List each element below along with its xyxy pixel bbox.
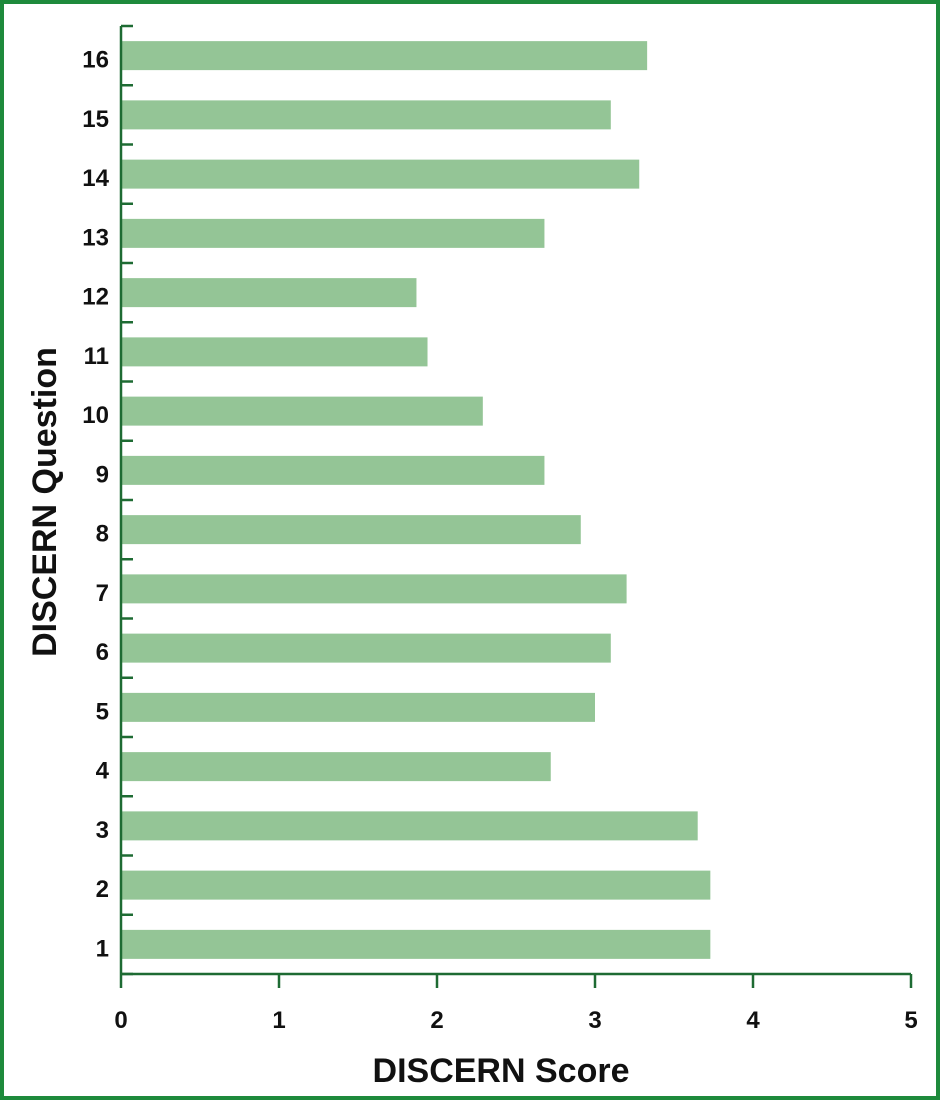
bar-question-13: [121, 218, 545, 248]
y-tick-label-2: 2: [96, 876, 109, 903]
bar-question-10: [121, 396, 483, 426]
y-tick-label-5: 5: [96, 698, 109, 725]
x-axis: 0 1 2 3 4 5: [114, 972, 918, 1034]
y-tick-label-6: 6: [96, 639, 109, 666]
x-axis-title: DISCERN Score: [373, 1052, 630, 1090]
x-tick-label-0: 0: [114, 1007, 127, 1034]
y-tick-label-11: 11: [84, 343, 109, 370]
bar-question-7: [121, 574, 627, 604]
bar-question-14: [121, 159, 640, 189]
x-tick-label-5: 5: [904, 1007, 917, 1034]
y-tick-label-12: 12: [82, 284, 109, 311]
y-tick-label-14: 14: [82, 165, 109, 192]
y-tick-label-4: 4: [96, 758, 110, 785]
y-tick-label-16: 16: [82, 47, 109, 74]
x-tick-label-2: 2: [430, 1007, 443, 1034]
x-tick-label-4: 4: [746, 1007, 760, 1034]
bar-question-2: [121, 870, 711, 900]
y-tick-label-10: 10: [82, 402, 109, 429]
y-tick-label-15: 15: [82, 106, 109, 133]
y-tick-label-13: 13: [82, 224, 109, 251]
bar-question-12: [121, 278, 417, 308]
bar-question-4: [121, 752, 551, 782]
x-tick-label-3: 3: [588, 1007, 601, 1034]
bar-question-16: [121, 41, 648, 71]
bar-question-6: [121, 633, 611, 663]
y-tick-label-9: 9: [96, 461, 109, 488]
y-tick-label-3: 3: [96, 817, 109, 844]
bar-question-8: [121, 515, 581, 545]
bar-question-3: [121, 811, 698, 841]
bar-question-11: [121, 337, 428, 367]
bars-group: [121, 41, 711, 959]
y-axis-title: DISCERN Question: [26, 347, 64, 657]
bar-question-9: [121, 455, 545, 485]
y-tick-label-8: 8: [96, 521, 109, 548]
y-tick-label-1: 1: [96, 935, 109, 962]
x-tick-label-1: 1: [272, 1007, 285, 1034]
bar-question-15: [121, 100, 611, 130]
bar-question-5: [121, 692, 595, 722]
bar-question-1: [121, 929, 711, 959]
y-tick-label-7: 7: [96, 580, 109, 607]
